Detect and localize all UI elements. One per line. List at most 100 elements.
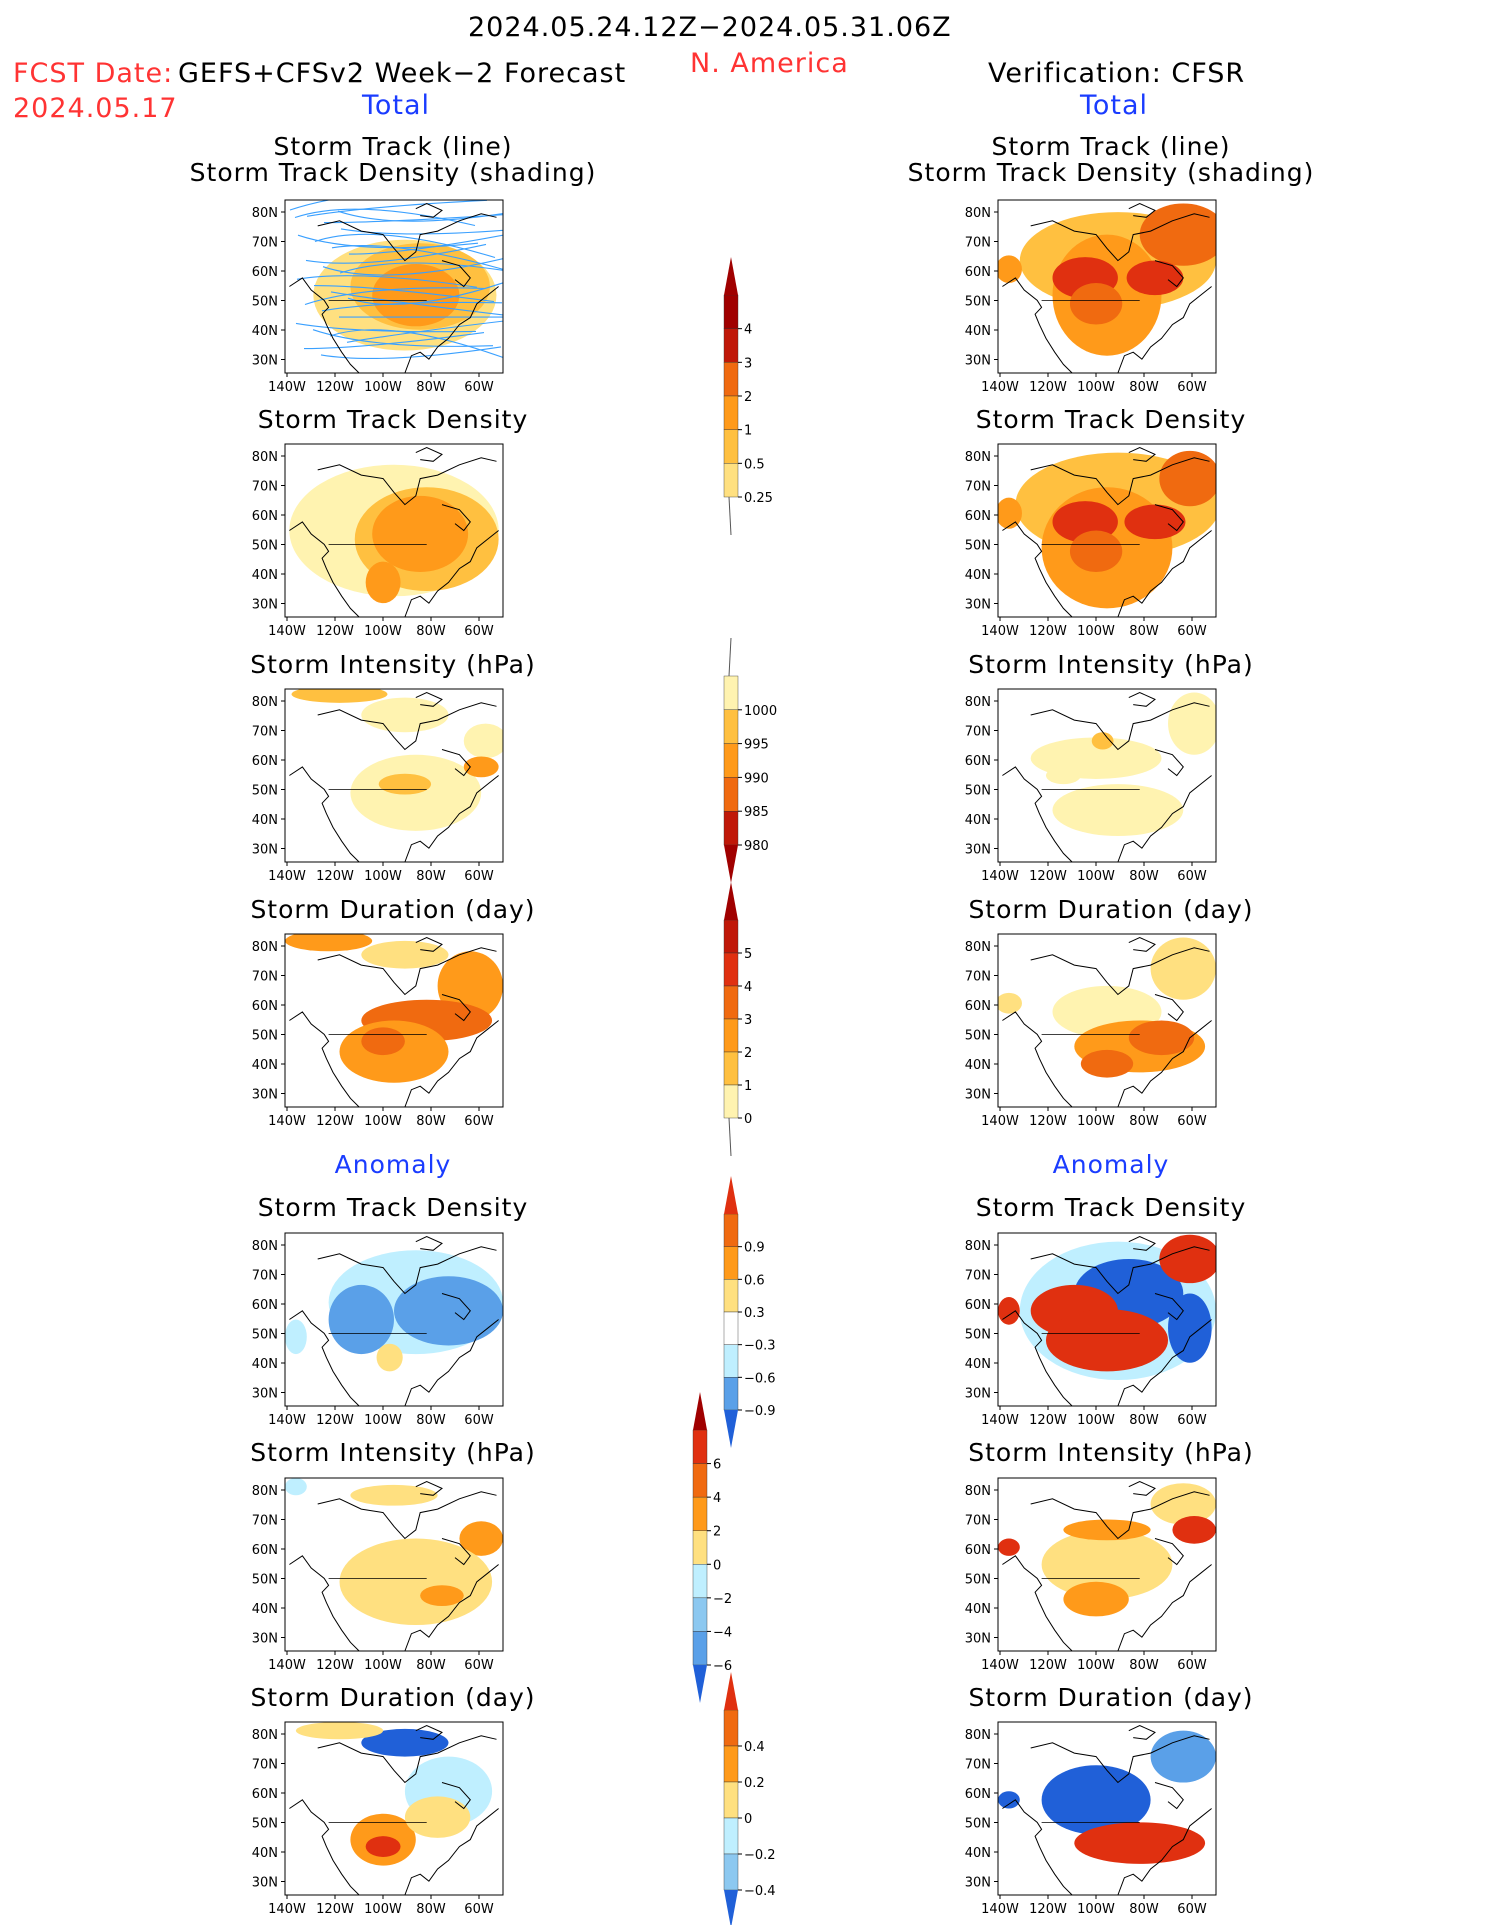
coastline (441, 260, 471, 288)
coastline (1154, 1538, 1184, 1566)
storm-track-line (331, 244, 503, 270)
lat-tick-label: 50N (965, 539, 991, 554)
lon-tick-label: 80W (416, 380, 446, 395)
colorbar-label: 4 (744, 980, 752, 995)
coastline (317, 1735, 497, 1784)
colorbar-label: 0 (744, 1112, 752, 1127)
colorbar-segment (723, 328, 739, 363)
lon-tick-label: 80W (416, 869, 446, 884)
coastline (1002, 766, 1073, 862)
coastline (415, 1724, 443, 1740)
lat-tick-label: 40N (252, 324, 278, 339)
coastline (1030, 947, 1210, 996)
lon-tick-label: 140W (268, 1658, 306, 1673)
lat-tick-label: 70N (965, 236, 991, 251)
lon-tick-label: 60W (464, 869, 494, 884)
colorbar-label: 0.5 (744, 457, 765, 472)
shading-blob (1128, 1020, 1195, 1056)
lat-tick-label: 60N (965, 509, 991, 524)
map-panel-left-1: 80N 70N 60N 50N 40N 30N 140W 120W 100W 80W 60W (252, 443, 504, 639)
shading-layer (285, 934, 503, 1107)
shading-blob (1172, 1516, 1216, 1544)
shading-blob (361, 697, 449, 733)
lon-tick-label: 80W (1129, 869, 1159, 884)
lat-tick-label: 30N (965, 1876, 991, 1891)
storm-track-line (295, 322, 477, 333)
coastline (1002, 1011, 1073, 1107)
colorbar-label: −0.3 (744, 1339, 776, 1354)
map-panel-right-3: 80N 70N 60N 50N 40N 30N 140W 120W 100W 80W 60W (965, 933, 1217, 1129)
coastline (1002, 1310, 1073, 1406)
colorbar-label: −4 (713, 1625, 732, 1640)
coastline (1002, 277, 1073, 373)
lat-tick-label: 70N (252, 1758, 278, 1773)
colorbar-label: 0.2 (744, 1776, 765, 1791)
colorbar-segment (723, 811, 739, 846)
colorbar-cap-top (693, 1392, 707, 1430)
map-panel-left-4: 80N 70N 60N 50N 40N 30N 140W 120W 100W 80W 60W (252, 1232, 504, 1428)
coastline (1117, 530, 1212, 617)
coastline (441, 994, 471, 1022)
section-anomaly-right: Anomaly (1052, 1150, 1170, 1179)
coastline (317, 457, 497, 506)
colorbar-label: 0.6 (744, 1273, 765, 1288)
lon-tick-label: 60W (464, 1114, 494, 1129)
lon-tick-label: 100W (364, 624, 402, 639)
coastline (1128, 936, 1156, 952)
shading-blob (1080, 1049, 1134, 1078)
shading-blob (998, 255, 1022, 284)
coastline (441, 749, 471, 777)
coastline (1117, 1564, 1212, 1651)
shading-blob (339, 1538, 493, 1626)
map-frame (997, 199, 1217, 374)
verification-label: Verification: CFSR (988, 58, 1246, 89)
title-duration-anom-right: Storm Duration (day) (968, 1683, 1254, 1712)
map-panel-left-3: 80N 70N 60N 50N 40N 30N 140W 120W 100W 80W 60W (252, 933, 504, 1129)
coastline (441, 1293, 471, 1321)
lon-tick-label: 120W (316, 1413, 354, 1428)
lon-tick-label: 60W (1177, 624, 1207, 639)
lat-tick-label: 40N (252, 1058, 278, 1073)
shading-blob (1150, 1730, 1216, 1783)
colorbar-label: 0.4 (744, 1740, 765, 1755)
lat-tick-label: 80N (965, 1484, 991, 1499)
coastline (415, 202, 443, 218)
coastline (441, 504, 471, 532)
colorbar-segment (723, 1709, 739, 1747)
coastline (404, 1808, 499, 1895)
colorbar-segment (723, 294, 739, 329)
lon-tick-label: 60W (464, 1902, 494, 1917)
lon-tick-label: 80W (416, 1658, 446, 1673)
lat-tick-label: 70N (965, 970, 991, 985)
lon-tick-label: 100W (1077, 869, 1115, 884)
shading-blob (285, 1478, 307, 1496)
lat-tick-label: 60N (252, 1298, 278, 1313)
coastline (1128, 691, 1156, 707)
map-panel-left-6: 80N 70N 60N 50N 40N 30N 140W 120W 100W 80W 60W (252, 1721, 504, 1917)
colorbar-label: −0.9 (744, 1404, 776, 1419)
shading-layer (998, 1724, 1216, 1895)
title-track-shading-left: Storm Track Density (shading) (189, 158, 597, 187)
lon-tick-label: 120W (316, 1114, 354, 1129)
lon-tick-label: 80W (1129, 380, 1159, 395)
coastline (404, 286, 499, 373)
coastline (415, 1235, 443, 1251)
colorbar-label: 3 (744, 356, 752, 371)
colorbar-segment (692, 1463, 708, 1498)
lon-tick-label: 140W (981, 869, 1019, 884)
storm-track-line (294, 208, 476, 227)
lon-tick-label: 100W (1077, 1902, 1115, 1917)
lon-tick-label: 120W (1029, 1413, 1067, 1428)
lat-tick-label: 60N (965, 999, 991, 1014)
lat-tick-label: 80N (965, 940, 991, 955)
coastline (1117, 775, 1212, 862)
lon-tick-label: 80W (416, 1902, 446, 1917)
lon-tick-label: 60W (464, 624, 494, 639)
colorbar-label: −6 (713, 1659, 732, 1674)
lat-tick-label: 30N (252, 598, 278, 613)
lat-tick-label: 80N (965, 450, 991, 465)
colorbar-segment (723, 1817, 739, 1855)
lon-tick-label: 140W (268, 869, 306, 884)
lat-tick-label: 40N (965, 1602, 991, 1617)
shading-blob (1074, 1822, 1206, 1864)
